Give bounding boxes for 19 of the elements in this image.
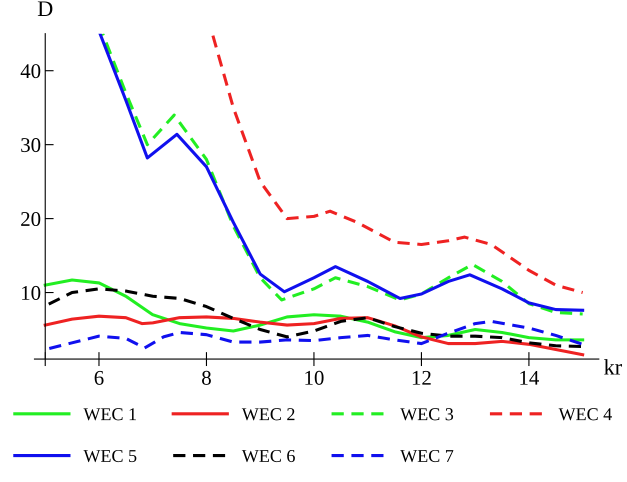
legend-label: WEC 3 xyxy=(400,408,454,420)
y-tick-label: 30 xyxy=(21,138,40,152)
y-tick-label: 10 xyxy=(22,286,40,300)
x-tick-label: 8 xyxy=(202,370,211,385)
x-tick-label: 6 xyxy=(94,370,104,385)
legend-label: WEC 1 xyxy=(83,408,136,420)
y-tick-label: 20 xyxy=(21,212,40,226)
x-tick-label: 12 xyxy=(412,370,431,385)
x-axis-title: kr xyxy=(604,359,622,375)
legend-label: WEC 4 xyxy=(558,408,612,420)
legend-label: WEC 7 xyxy=(400,450,454,462)
legend-label: WEC 5 xyxy=(83,450,136,462)
x-tick-label: 14 xyxy=(520,370,540,385)
y-axis-title: D xyxy=(38,1,52,16)
legend-label: WEC 6 xyxy=(242,450,295,462)
x-tick-label: 10 xyxy=(305,370,324,385)
legend-label: WEC 2 xyxy=(242,408,294,420)
y-tick-label: 40 xyxy=(20,64,40,78)
line-series xyxy=(210,34,584,294)
